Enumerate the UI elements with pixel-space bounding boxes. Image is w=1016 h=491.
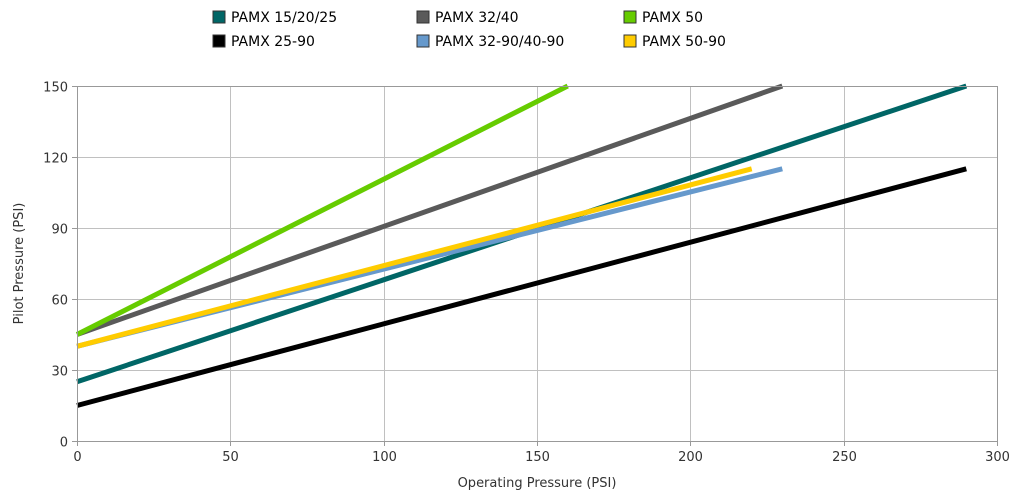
- x-axis-title: Operating Pressure (PSI): [458, 476, 617, 491]
- y-tick-label: 90: [51, 223, 68, 238]
- series-line-4: [75, 83, 569, 337]
- legend-swatch: [416, 10, 430, 24]
- y-axis-ticks: 0 30 60 90 120 150: [43, 81, 77, 451]
- series-line-5: [76, 166, 753, 349]
- legend-label: PAMX 15/20/25: [231, 10, 337, 26]
- legend-swatch: [416, 34, 430, 48]
- legend-label: PAMX 25-90: [231, 34, 315, 50]
- x-tick-label: 0: [73, 450, 81, 465]
- y-tick-label: 0: [60, 436, 68, 451]
- series-line-2: [76, 83, 784, 337]
- legend-label: PAMX 50: [642, 10, 703, 26]
- legend-label: PAMX 32/40: [435, 10, 519, 26]
- y-tick-label: 120: [43, 152, 68, 167]
- y-axis-title: Pilot Pressure (PSI): [12, 203, 27, 325]
- legend-swatch: [623, 10, 637, 24]
- chart-legend: PAMX 15/20/25 PAMX 25-90 PAMX 32/40 PAMX 32…: [212, 10, 726, 50]
- legend-swatch: [623, 34, 637, 48]
- x-tick-label: 200: [678, 450, 703, 465]
- x-tick-label: 150: [525, 450, 550, 465]
- y-tick-label: 150: [43, 81, 68, 96]
- series-line-1: [76, 166, 967, 408]
- x-tick-label: 250: [832, 450, 857, 465]
- series-lines: [75, 83, 968, 408]
- x-tick-label: 100: [372, 450, 397, 465]
- legend-label: PAMX 32-90/40-90: [435, 34, 564, 50]
- x-axis-ticks: 0 50 100 150 200 250 300: [73, 441, 1010, 465]
- y-tick-label: 30: [51, 365, 68, 380]
- plot-area: [75, 83, 998, 442]
- legend-label: PAMX 50-90: [642, 34, 726, 50]
- x-tick-label: 50: [222, 450, 239, 465]
- x-tick-label: 300: [985, 450, 1010, 465]
- legend-swatch: [212, 34, 226, 48]
- legend-swatch: [212, 10, 226, 24]
- y-tick-label: 60: [51, 294, 68, 309]
